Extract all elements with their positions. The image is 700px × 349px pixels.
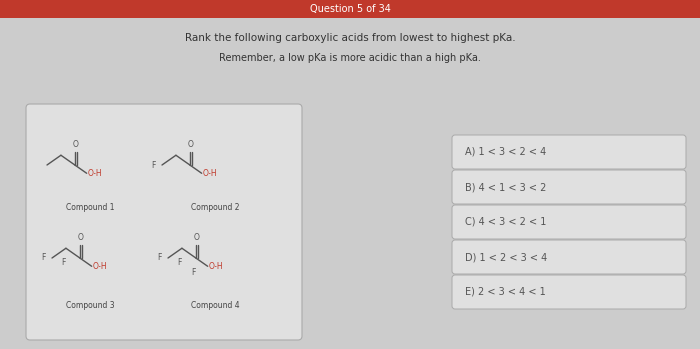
Text: O-H: O-H [209, 262, 223, 271]
Text: F: F [41, 253, 46, 262]
Text: Compound 4: Compound 4 [190, 300, 239, 310]
Text: B) 4 < 1 < 3 < 2: B) 4 < 1 < 3 < 2 [465, 182, 547, 192]
FancyBboxPatch shape [26, 104, 302, 340]
FancyBboxPatch shape [452, 205, 686, 239]
Text: Compound 1: Compound 1 [66, 203, 114, 213]
Text: D) 1 < 2 < 3 < 4: D) 1 < 2 < 3 < 4 [465, 252, 547, 262]
Text: O: O [78, 233, 84, 242]
FancyBboxPatch shape [452, 240, 686, 274]
Text: F: F [158, 253, 162, 262]
Text: Remember, a low pKa is more acidic than a high pKa.: Remember, a low pKa is more acidic than … [219, 53, 481, 63]
Text: F: F [192, 268, 196, 277]
Text: C) 4 < 3 < 2 < 1: C) 4 < 3 < 2 < 1 [465, 217, 547, 227]
Text: E) 2 < 3 < 4 < 1: E) 2 < 3 < 4 < 1 [465, 287, 546, 297]
Text: F: F [62, 258, 66, 267]
Text: O-H: O-H [203, 169, 217, 178]
Text: F: F [178, 258, 182, 267]
Text: A) 1 < 3 < 2 < 4: A) 1 < 3 < 2 < 4 [465, 147, 546, 157]
Text: Compound 2: Compound 2 [190, 203, 239, 213]
Text: Rank the following carboxylic acids from lowest to highest pKa.: Rank the following carboxylic acids from… [185, 33, 515, 43]
FancyBboxPatch shape [452, 170, 686, 204]
Text: O-H: O-H [92, 262, 107, 271]
FancyBboxPatch shape [0, 0, 700, 18]
FancyBboxPatch shape [452, 135, 686, 169]
Text: Compound 3: Compound 3 [66, 300, 114, 310]
Text: O: O [188, 140, 194, 149]
FancyBboxPatch shape [452, 275, 686, 309]
Text: Question 5 of 34: Question 5 of 34 [309, 4, 391, 14]
Text: O: O [73, 140, 79, 149]
Text: O-H: O-H [88, 169, 102, 178]
Text: F: F [152, 161, 156, 170]
Text: O: O [194, 233, 199, 242]
